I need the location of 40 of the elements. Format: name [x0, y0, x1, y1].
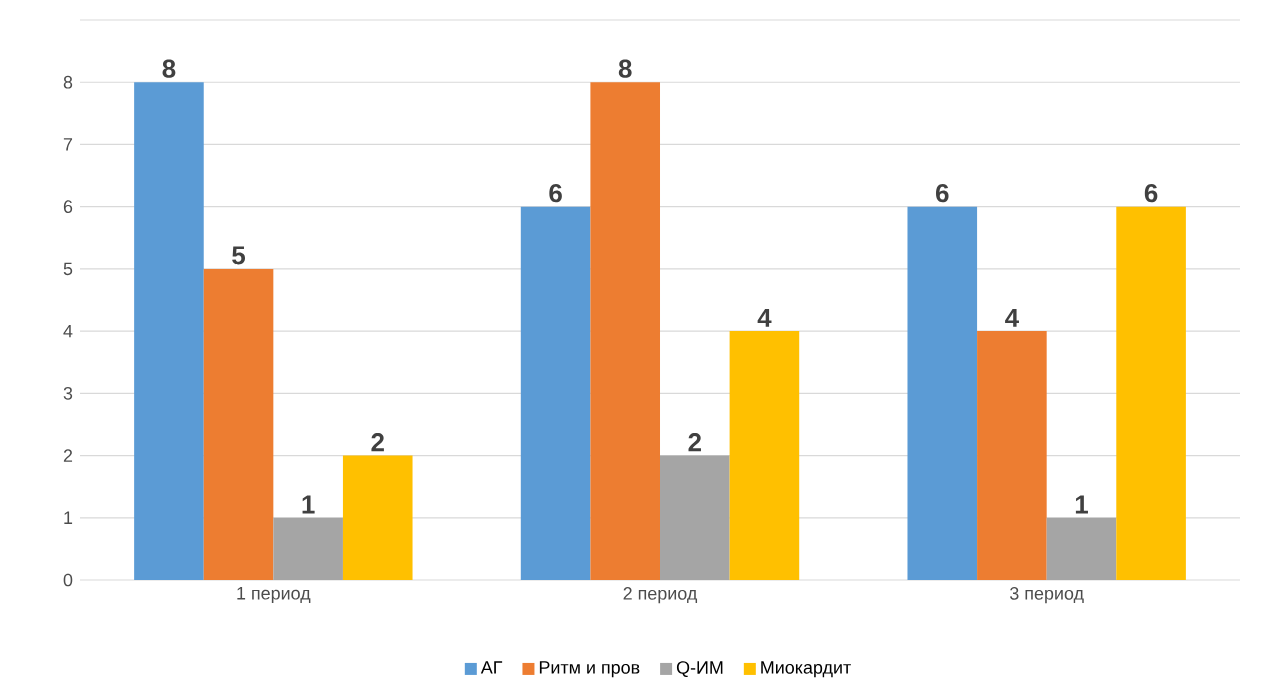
- y-tick-label: 7: [63, 138, 73, 151]
- y-tick-label: 6: [63, 200, 73, 214]
- legend-label: АГ: [480, 661, 503, 674]
- data-label: 2: [371, 433, 384, 452]
- data-label: 1: [1075, 495, 1088, 514]
- data-label: 6: [1144, 183, 1158, 203]
- bar: [134, 82, 204, 580]
- data-label: 4: [1005, 308, 1019, 327]
- y-tick-label: 2: [63, 449, 73, 462]
- legend-label: Q-ИМ: [676, 661, 723, 678]
- y-tick-label: 5: [63, 262, 73, 276]
- legend-label: Миокардит: [761, 661, 851, 678]
- bar: [907, 206, 978, 580]
- bar: [520, 206, 591, 580]
- bar: [977, 331, 1047, 580]
- data-label: 8: [618, 59, 632, 78]
- data-label: 5: [232, 246, 246, 265]
- bar: [660, 455, 730, 580]
- data-label: 1: [302, 495, 315, 514]
- bar: [273, 517, 343, 580]
- data-label: 8: [162, 59, 176, 78]
- y-tick-label: 8: [63, 75, 73, 89]
- x-tick-label: 3 период: [1010, 587, 1084, 604]
- y-tick-label: 0: [63, 573, 73, 587]
- data-label: 4: [757, 308, 772, 327]
- y-tick-label: 1: [64, 511, 73, 524]
- y-tick-label: 3: [63, 386, 73, 400]
- legend-label: Ритм и пров: [539, 661, 640, 678]
- bar: [342, 455, 413, 580]
- bar: [203, 268, 274, 580]
- bar: [1046, 517, 1117, 580]
- bar: [729, 331, 800, 580]
- data-label: 6: [936, 183, 949, 203]
- bar: [1116, 206, 1186, 580]
- data-label: 6: [549, 183, 562, 203]
- y-tick-label: 4: [63, 324, 73, 338]
- x-tick-label: 1 период: [237, 587, 311, 604]
- x-tick-label: 2 период: [623, 587, 698, 604]
- data-label: 2: [688, 433, 701, 452]
- bar: [590, 82, 661, 580]
